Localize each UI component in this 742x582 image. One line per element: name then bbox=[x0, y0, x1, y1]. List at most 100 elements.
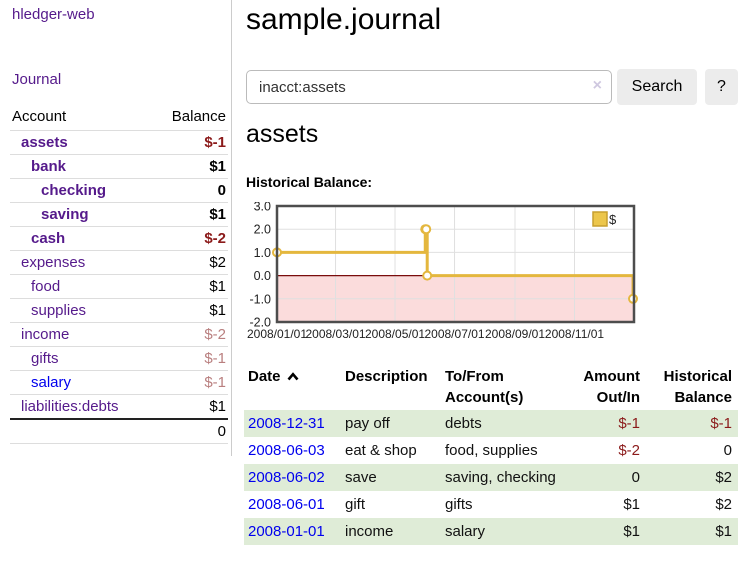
tx-accounts: saving, checking bbox=[445, 469, 556, 486]
account-heading: assets bbox=[246, 120, 319, 148]
account-name-cell: checking bbox=[10, 178, 153, 203]
account-link-assets[interactable]: assets bbox=[21, 134, 68, 151]
x-tick-label: 2008/05/01 bbox=[365, 327, 425, 341]
tx-balance: 0 bbox=[723, 442, 732, 459]
x-tick-label: 2008/11/01 bbox=[545, 327, 604, 341]
page-title: sample.journal bbox=[246, 3, 442, 36]
tx-balance: $2 bbox=[715, 496, 732, 513]
table-row: 2008-12-31 pay off debts $-1 $-1 bbox=[244, 410, 738, 437]
transactions-table: Date Description To/From Account(s) Amou… bbox=[244, 364, 738, 545]
tx-date-cell: 2008-06-03 bbox=[244, 437, 341, 464]
account-name-cell: liabilities:debts bbox=[10, 394, 153, 419]
tx-header-date[interactable]: Date bbox=[244, 364, 341, 410]
account-link-cash[interactable]: cash bbox=[31, 230, 66, 247]
account-link-income[interactable]: income bbox=[21, 326, 70, 343]
tx-accounts: food, supplies bbox=[445, 442, 538, 459]
search-button[interactable]: Search bbox=[617, 69, 697, 105]
account-row: food $1 bbox=[10, 274, 228, 299]
tx-date-link[interactable]: 2008-06-01 bbox=[248, 496, 325, 513]
tx-description: income bbox=[345, 523, 394, 540]
account-balance: $-2 bbox=[152, 322, 228, 347]
tx-header-balance: Historical Balance bbox=[663, 368, 732, 406]
tx-date-link[interactable]: 2008-06-02 bbox=[248, 469, 325, 486]
account-balance: $1 bbox=[152, 202, 228, 227]
account-row: income $-2 bbox=[10, 322, 228, 347]
accounts-table: Account Balance assets $-1 bank $1 checking 0… bbox=[10, 104, 228, 444]
account-balance: $1 bbox=[152, 274, 228, 299]
data-point-marker bbox=[421, 224, 432, 235]
tx-amount: $-1 bbox=[618, 415, 640, 432]
table-row: 2008-06-02 save saving, checking 0 $2 bbox=[244, 464, 738, 491]
tx-date-link[interactable]: 2008-06-03 bbox=[248, 442, 325, 459]
tx-description: save bbox=[345, 469, 377, 486]
account-link-gifts[interactable]: gifts bbox=[31, 350, 59, 367]
help-button[interactable]: ? bbox=[705, 69, 738, 105]
data-point-marker bbox=[422, 270, 433, 281]
account-name-cell: saving bbox=[10, 202, 153, 227]
tx-amount: $-2 bbox=[618, 442, 640, 459]
accounts-header-balance: Balance bbox=[171, 108, 226, 125]
account-balance: $-1 bbox=[152, 130, 228, 155]
tx-balance: $2 bbox=[715, 469, 732, 486]
tx-description: pay off bbox=[345, 415, 390, 432]
accounts-header-row: Account Balance bbox=[10, 104, 228, 131]
tx-date-link[interactable]: 2008-12-31 bbox=[248, 415, 325, 432]
account-link-salary[interactable]: salary bbox=[31, 374, 72, 391]
x-tick-label: 2008/07/01 bbox=[424, 327, 484, 341]
account-link-supplies[interactable]: supplies bbox=[31, 302, 87, 319]
account-link-expenses[interactable]: expenses bbox=[21, 254, 86, 271]
clear-search-icon[interactable]: × bbox=[592, 77, 602, 94]
table-row: 2008-06-03 eat & shop food, supplies $-2 0 bbox=[244, 437, 738, 464]
y-tick-label: 2.0 bbox=[254, 223, 271, 237]
account-name-cell: expenses bbox=[10, 250, 153, 275]
tx-date-cell: 2008-06-02 bbox=[244, 464, 341, 491]
tx-balance: $-1 bbox=[710, 415, 732, 432]
search-input[interactable] bbox=[246, 70, 612, 104]
sidebar-divider bbox=[231, 0, 232, 456]
transactions-header-row: Date Description To/From Account(s) Amou… bbox=[244, 364, 738, 410]
plot-border bbox=[275, 204, 636, 324]
account-balance: $2 bbox=[152, 250, 228, 275]
account-link-liabilities-debts[interactable]: liabilities:debts bbox=[21, 398, 119, 415]
app-title-link[interactable]: hledger-web bbox=[12, 6, 95, 23]
sort-ascending-icon bbox=[287, 372, 299, 381]
account-link-food[interactable]: food bbox=[31, 278, 61, 295]
tx-accounts: debts bbox=[445, 415, 482, 432]
account-balance: $1 bbox=[152, 154, 228, 179]
table-row: 2008-06-01 gift gifts $1 $2 bbox=[244, 491, 738, 518]
tx-amount: 0 bbox=[631, 469, 640, 486]
account-name-cell: bank bbox=[10, 154, 153, 179]
accounts-total-row: 0 bbox=[10, 418, 228, 444]
tx-header-accounts: To/From Account(s) bbox=[445, 368, 524, 406]
account-link-checking[interactable]: checking bbox=[41, 182, 107, 199]
account-row: saving $1 bbox=[10, 202, 228, 227]
account-row: checking 0 bbox=[10, 178, 228, 203]
account-name-cell: gifts bbox=[10, 346, 153, 371]
account-row: gifts $-1 bbox=[10, 346, 228, 371]
account-row: liabilities:debts $1 bbox=[10, 394, 228, 419]
account-row: assets $-1 bbox=[10, 130, 228, 155]
tx-date-cell: 2008-01-01 bbox=[244, 518, 341, 545]
y-tick-label: 3.0 bbox=[254, 202, 271, 214]
tx-accounts: salary bbox=[445, 523, 486, 540]
chart-title: Historical Balance: bbox=[246, 174, 373, 190]
account-link-bank[interactable]: bank bbox=[31, 158, 67, 175]
tx-amount: $1 bbox=[623, 523, 640, 540]
x-tick-label: 2008/09/01 bbox=[485, 327, 545, 341]
tx-date-link[interactable]: 2008-01-01 bbox=[248, 523, 325, 540]
account-row: cash $-2 bbox=[10, 226, 228, 251]
tx-header-description: Description bbox=[345, 368, 428, 385]
account-balance: $1 bbox=[152, 298, 228, 323]
y-tick-label: -1.0 bbox=[249, 292, 271, 306]
account-row: salary $-1 bbox=[10, 370, 228, 395]
accounts-total-spacer bbox=[10, 418, 153, 444]
account-balance: $-1 bbox=[152, 370, 228, 395]
account-link-saving[interactable]: saving bbox=[41, 206, 89, 223]
tx-amount: $1 bbox=[623, 496, 640, 513]
historical-balance-chart: 3.0 2.0 1.0 0.0 -1.0 -2.02008/01/012008/03/01… bbox=[247, 202, 639, 341]
accounts-header-account: Account bbox=[12, 108, 67, 125]
account-name-cell: income bbox=[10, 322, 153, 347]
sidebar-item-journal[interactable]: Journal bbox=[12, 71, 62, 88]
account-row: bank $1 bbox=[10, 154, 228, 179]
account-row: expenses $2 bbox=[10, 250, 228, 275]
